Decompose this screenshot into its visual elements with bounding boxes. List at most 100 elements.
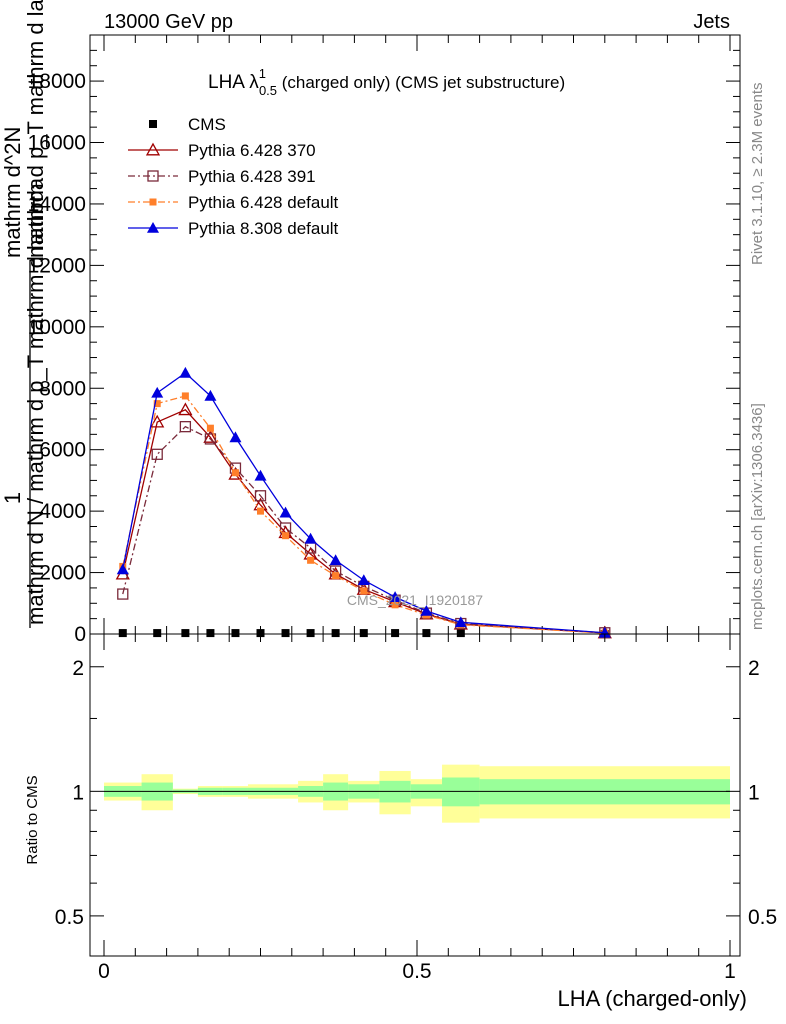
header-left-label: 13000 GeV pp xyxy=(104,11,233,33)
data-point xyxy=(257,507,264,515)
data-point xyxy=(231,629,240,638)
legend-entry: Pythia 6.428 default xyxy=(128,193,339,212)
legend-label: Pythia 6.428 370 xyxy=(188,141,316,160)
data-point xyxy=(357,574,370,586)
mcplots-label: mcplots.cern.ch [arXiv:1306.3436] xyxy=(749,403,766,630)
y-label-top-line: mathrm d^2N xyxy=(0,127,25,258)
legend-marker xyxy=(147,222,159,233)
data-point xyxy=(204,433,217,445)
main-y-tick-label: 16000 xyxy=(28,132,86,155)
main-y-tick-label: 10000 xyxy=(28,316,86,339)
legend-label: Pythia 8.308 default xyxy=(188,219,339,238)
data-point xyxy=(178,402,193,416)
ratio-y-tick-label-right: 1 xyxy=(748,781,760,804)
ratio-plot: 0.5 0.5 1 1 2 2 0 0.5 1 xyxy=(55,633,777,983)
data-point xyxy=(391,629,400,638)
main-y-tick-label: 18000 xyxy=(28,70,86,93)
data-point xyxy=(332,572,340,580)
data-point xyxy=(153,629,162,638)
main-y-axis-label: 1 mathrm d N / mathrm d p_T mathrm d lam… xyxy=(0,0,48,628)
x-tick-label: 1 xyxy=(724,960,736,983)
ratio-y-tick-label: 2 xyxy=(72,657,84,680)
analysis-watermark: CMS_2021_I1920187 xyxy=(347,592,483,608)
plot-title-suffix: (charged only) (CMS jet substructure) xyxy=(277,73,565,92)
data-point xyxy=(307,556,315,564)
data-point xyxy=(454,616,467,628)
legend-marker xyxy=(147,170,159,182)
data-point xyxy=(153,400,161,408)
plot-title-prefix: LHA λ xyxy=(208,72,259,93)
legend-marker xyxy=(149,198,157,206)
data-point xyxy=(203,430,218,443)
main-y-tick-label: 14000 xyxy=(28,193,86,216)
main-y-tick-label: 4000 xyxy=(39,500,86,523)
ratio-tick-labels: 0.5 0.5 1 1 2 2 0 0.5 1 xyxy=(55,657,777,983)
data-point xyxy=(204,389,217,401)
legend-entry: Pythia 8.308 default xyxy=(128,219,339,238)
data-point xyxy=(306,629,315,638)
x-tick-label: 0.5 xyxy=(402,960,431,983)
data-point xyxy=(179,421,192,433)
legend-marker xyxy=(149,120,157,128)
legend-label: CMS xyxy=(188,115,226,134)
ratio-inner-band xyxy=(442,777,480,807)
main-y-tick-labels: 0 2000 4000 6000 8000 10000 12000 14000 16000 180… xyxy=(28,70,86,646)
data-point xyxy=(256,629,265,638)
data-point xyxy=(329,554,342,566)
data-point xyxy=(331,629,340,638)
data-point xyxy=(206,629,215,638)
data-point xyxy=(281,629,290,638)
data-point xyxy=(151,448,163,460)
main-axis-ticks xyxy=(90,35,740,635)
legend-label: Pythia 6.428 391 xyxy=(188,167,316,186)
y-label-denominator: mathrm d N / mathrm d p_T mathrm d lambd… xyxy=(23,177,48,625)
plot-title-sup: 1 xyxy=(259,66,266,81)
data-point xyxy=(179,366,192,378)
plot-title-sub: 0.5 xyxy=(259,83,277,98)
data-point xyxy=(206,424,214,432)
legend-entry: Pythia 6.428 391 xyxy=(128,167,316,186)
main-y-tick-label: 6000 xyxy=(39,439,86,462)
data-point xyxy=(150,414,165,428)
ratio-y-tick-label: 0.5 xyxy=(55,906,84,929)
data-point xyxy=(279,506,292,518)
rivet-version-label: Rivet 3.1.10, ≥ 2.3M events xyxy=(749,83,766,266)
legend-entry: CMS xyxy=(149,115,226,134)
data-point xyxy=(231,469,239,477)
ratio-y-axis-label: Ratio to CMS xyxy=(24,775,41,864)
main-plot: 0 2000 4000 6000 8000 10000 12000 14000 16000 180… xyxy=(28,34,741,646)
main-y-tick-label: 0 xyxy=(74,623,86,646)
data-point xyxy=(254,490,267,502)
data-point xyxy=(391,601,399,609)
legend-label: Pythia 6.428 default xyxy=(188,193,339,212)
main-y-tick-label: 12000 xyxy=(28,254,86,277)
legend: CMS Pythia 6.428 370 Pythia 6.428 391 Pythi… xyxy=(128,115,339,238)
x-axis-label: LHA (charged-only) xyxy=(557,986,747,1011)
data-point xyxy=(420,604,433,616)
data-point xyxy=(304,532,317,544)
data-point xyxy=(151,386,164,398)
ratio-y-tick-label-right: 2 xyxy=(748,657,760,680)
data-point xyxy=(181,392,189,400)
data-point xyxy=(456,629,465,638)
y-label-numerator: 1 xyxy=(0,492,25,504)
ratio-bands xyxy=(104,764,730,823)
data-point xyxy=(118,629,127,638)
ratio-plot-frame xyxy=(89,633,741,957)
ratio-y-tick-label-right: 0.5 xyxy=(748,906,777,929)
data-point xyxy=(116,563,129,575)
y-label-mid-line: mathrm d p_T mathrm d lambda xyxy=(23,0,48,258)
data-point xyxy=(359,629,368,638)
main-series-group xyxy=(115,366,612,639)
data-point xyxy=(360,587,368,595)
series-4 xyxy=(116,366,611,638)
x-tick-label: 0 xyxy=(98,960,110,983)
ratio-axis-ticks xyxy=(90,634,740,956)
data-point xyxy=(282,532,290,540)
legend-marker xyxy=(145,142,161,156)
data-point xyxy=(422,629,431,638)
header-right-label: Jets xyxy=(693,11,730,33)
main-y-tick-label: 2000 xyxy=(39,562,86,585)
legend-entry: Pythia 6.428 370 xyxy=(128,141,316,160)
